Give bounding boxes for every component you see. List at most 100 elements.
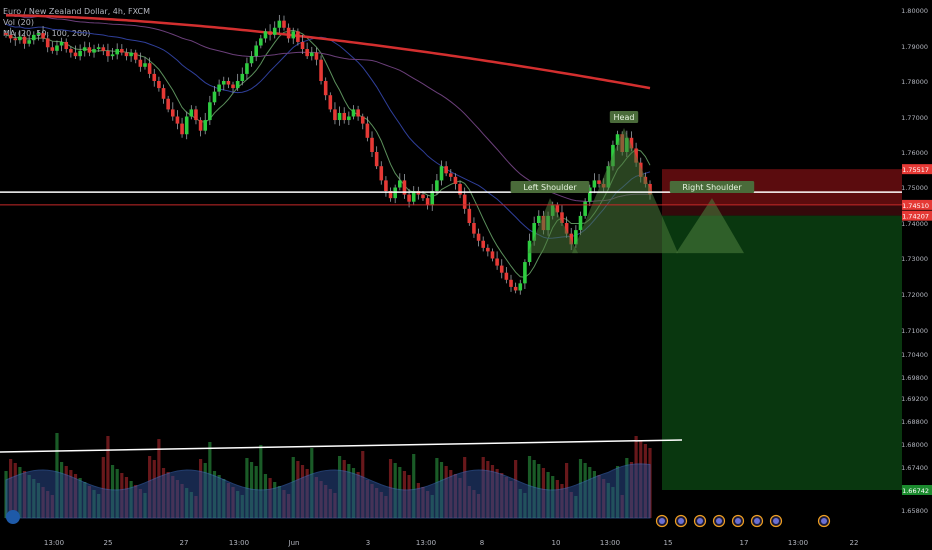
economic-event-dot bbox=[754, 518, 760, 524]
candle-body bbox=[143, 63, 147, 67]
candle-body bbox=[379, 166, 384, 181]
candle-body bbox=[629, 137, 634, 149]
price-tag bbox=[902, 164, 932, 175]
candle-body bbox=[263, 31, 268, 39]
candle-body bbox=[314, 52, 319, 60]
candle-body bbox=[370, 137, 374, 152]
volume-bar bbox=[106, 436, 110, 518]
candle-body bbox=[133, 52, 138, 60]
candle-body bbox=[36, 33, 41, 35]
candle-body bbox=[217, 84, 221, 92]
candle-body bbox=[532, 223, 536, 241]
price-tick-label: 1.70400 bbox=[901, 351, 928, 359]
candle-body bbox=[282, 20, 286, 28]
candle-body bbox=[374, 152, 379, 167]
candle-body bbox=[587, 187, 592, 202]
price-tag-label: 1.75517 bbox=[902, 166, 929, 174]
candle-body bbox=[347, 116, 351, 121]
candle-body bbox=[323, 81, 328, 96]
price-tick-label: 1.74000 bbox=[901, 220, 928, 228]
candle-body bbox=[444, 166, 448, 174]
ma-100-line bbox=[5, 13, 650, 203]
candle-body bbox=[55, 45, 59, 51]
price-tick-label: 1.73000 bbox=[901, 255, 928, 263]
moving-average-indicator-label: MA (20, 50, 100, 200) bbox=[3, 29, 91, 38]
candle-body bbox=[574, 230, 578, 245]
candle-body bbox=[597, 180, 601, 184]
candle-body bbox=[286, 27, 291, 39]
candle-body bbox=[235, 81, 240, 89]
candle-body bbox=[8, 34, 13, 39]
candle-body bbox=[495, 258, 499, 266]
left-shoulder-shape bbox=[528, 198, 578, 254]
symbol-title: Euro / New Zealand Dollar, 4h, FXCM bbox=[3, 7, 151, 16]
candle-body bbox=[268, 31, 272, 35]
volume-bar bbox=[412, 454, 416, 518]
candle-body bbox=[175, 116, 180, 124]
event-markers bbox=[6, 510, 831, 528]
candle-body bbox=[439, 166, 444, 181]
candle-body bbox=[194, 109, 198, 121]
candle-body bbox=[64, 41, 69, 50]
economic-event-dot bbox=[821, 518, 827, 524]
price-tick-label: 1.78000 bbox=[901, 78, 928, 86]
candle-body bbox=[328, 95, 333, 110]
candle-body bbox=[555, 205, 560, 213]
candle-body bbox=[184, 116, 189, 135]
candle-body bbox=[411, 191, 416, 202]
candle-body bbox=[13, 38, 18, 41]
price-axis: 1.80000 1.79000 1.78000 1.77000 1.76000 1.750… bbox=[901, 0, 932, 550]
candle-body bbox=[31, 34, 36, 41]
candle-body bbox=[4, 33, 8, 35]
candle-body bbox=[138, 59, 143, 67]
candle-body bbox=[161, 88, 166, 99]
candle-body bbox=[490, 251, 495, 259]
candle-body bbox=[50, 47, 55, 51]
candle-body bbox=[305, 49, 309, 57]
candle-body bbox=[462, 194, 467, 209]
candle-body bbox=[499, 265, 504, 273]
candle-body bbox=[583, 201, 587, 216]
price-tag-label: 1.66742 bbox=[902, 487, 929, 495]
time-tick-label: 15 bbox=[664, 539, 673, 547]
candle-body bbox=[421, 194, 425, 199]
candle-body bbox=[115, 49, 119, 55]
price-tag bbox=[902, 199, 932, 210]
candle-body bbox=[634, 148, 638, 163]
time-tick-label: 10 bbox=[552, 539, 561, 547]
candle-body bbox=[388, 191, 393, 199]
pattern-label-box bbox=[510, 181, 590, 193]
price-tick-label: 1.76000 bbox=[901, 149, 928, 157]
volume-average-area bbox=[5, 463, 651, 519]
economic-event-dot bbox=[697, 518, 703, 524]
time-tick-label: 22 bbox=[850, 539, 859, 547]
candle-body bbox=[425, 198, 430, 206]
candle-body bbox=[615, 134, 620, 145]
pattern-labels: Left Shoulder Head Right Shoulder bbox=[510, 111, 755, 193]
candle-body bbox=[27, 40, 31, 44]
candle-body bbox=[166, 98, 170, 110]
time-tick-label: 13:00 bbox=[44, 539, 64, 547]
pattern-label-box bbox=[609, 111, 639, 123]
candle-body bbox=[277, 20, 282, 28]
candle-body bbox=[592, 180, 597, 188]
time-tick-label: Jun bbox=[288, 539, 300, 547]
candle-body bbox=[560, 212, 564, 223]
chart-legend: Euro / New Zealand Dollar, 4h, FXCM Vol … bbox=[3, 6, 150, 39]
volume-bar bbox=[259, 445, 263, 518]
candle-body bbox=[458, 183, 462, 195]
candle-body bbox=[365, 123, 370, 138]
candle-body bbox=[203, 120, 208, 131]
candle-body bbox=[198, 120, 203, 131]
candle-body bbox=[337, 112, 342, 121]
candle-body bbox=[157, 81, 161, 89]
economic-event-dot bbox=[773, 518, 779, 524]
pattern-label-text: Head bbox=[614, 113, 635, 122]
time-tick-label: 13:00 bbox=[788, 539, 808, 547]
pattern-label: Left Shoulder bbox=[510, 181, 590, 193]
candle-body bbox=[453, 176, 458, 184]
candle-body bbox=[435, 180, 439, 192]
candle-body bbox=[170, 109, 175, 117]
candle-body bbox=[240, 73, 245, 81]
